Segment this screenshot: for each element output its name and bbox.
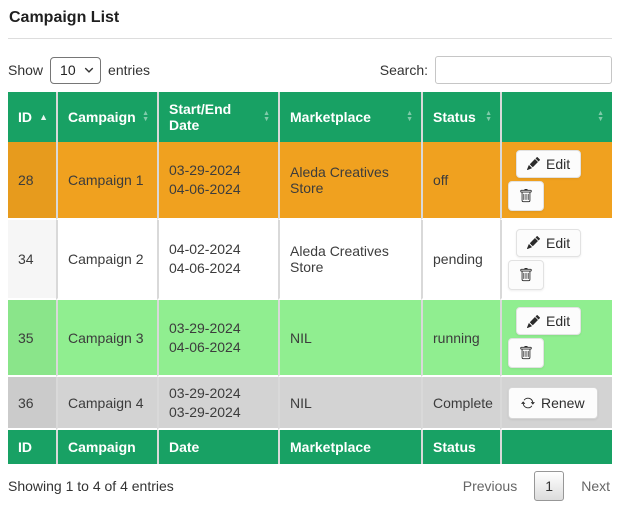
- trash-icon: [519, 267, 533, 282]
- show-label: Show: [8, 62, 44, 78]
- sort-both-icon: ▲ ▼: [263, 110, 270, 123]
- search-control: Search:: [380, 56, 612, 84]
- date-cell: 03-29-2024 03-29-2024: [157, 377, 278, 430]
- sort-both-icon: ▲ ▼: [142, 110, 149, 123]
- date-cell: 04-02-2024 04-06-2024: [157, 220, 278, 300]
- status-cell: running: [421, 300, 500, 377]
- column-header-marketplace[interactable]: Marketplace ▲ ▼: [278, 92, 421, 142]
- trash-icon: [519, 346, 533, 360]
- id-cell: 34: [8, 220, 56, 300]
- actions-cell: Edit: [500, 300, 612, 377]
- date-cell: 03-29-2024 04-06-2024: [157, 142, 278, 220]
- entries-label: entries: [108, 62, 151, 78]
- date-cell: 03-29-2024 04-06-2024: [157, 300, 278, 377]
- campaign-cell: Campaign 2: [56, 220, 157, 300]
- marketplace-cell: NIL: [278, 377, 421, 430]
- id-cell: 36: [8, 377, 56, 430]
- table-footer-row: ID Campaign Date Marketplace Status: [8, 430, 612, 464]
- column-header-campaign[interactable]: Campaign ▲ ▼: [56, 92, 157, 142]
- column-header-id[interactable]: ID ▲: [18, 109, 48, 125]
- campaign-row: 36 Campaign 4 03-29-2024 03-29-2024 NIL C…: [8, 377, 612, 430]
- page-length-control: Show 10 entries: [8, 56, 151, 84]
- table-controls: Show 10 entries Search:: [8, 56, 612, 84]
- edit-button[interactable]: Edit: [516, 228, 582, 257]
- search-label: Search:: [379, 62, 428, 78]
- page-title: Campaign List: [9, 9, 120, 26]
- status-cell: pending: [421, 220, 500, 300]
- actions-cell: Edit: [500, 142, 612, 220]
- status-cell: Complete: [421, 377, 500, 430]
- campaign-row: 34 Campaign 2 04-02-2024 04-06-2024 Aleda…: [8, 220, 612, 300]
- edit-button[interactable]: Edit: [516, 307, 582, 335]
- refresh-icon: [521, 396, 535, 410]
- marketplace-cell: Aleda Creatives Store: [278, 220, 421, 300]
- campaign-cell: Campaign 1: [56, 142, 157, 220]
- table-bottom-bar: Showing 1 to 4 of 4 entries Previous 1 N…: [8, 471, 612, 501]
- pagination: Previous 1 Next: [461, 471, 612, 501]
- delete-button[interactable]: [508, 259, 544, 290]
- sort-ascending-icon: ▲: [39, 111, 48, 122]
- delete-button[interactable]: [508, 180, 544, 211]
- pagination-page-1-button[interactable]: 1: [534, 471, 565, 501]
- id-cell: 35: [8, 300, 56, 377]
- sort-both-icon: ▲ ▼: [597, 110, 604, 123]
- page-length-select[interactable]: 10: [50, 56, 102, 84]
- pagination-previous-button[interactable]: Previous: [462, 478, 518, 494]
- actions-cell: Renew: [500, 377, 612, 430]
- footer-header-campaign: Campaign: [56, 430, 157, 464]
- pagination-next-button[interactable]: Next: [581, 478, 610, 494]
- sort-both-icon: ▲ ▼: [485, 110, 492, 123]
- table-header-row: ID ▲ Campaign ▲ ▼ Start/End Date ▲ ▼ Marke…: [8, 92, 612, 142]
- pencil-icon: [527, 236, 540, 249]
- pencil-icon: [527, 314, 540, 328]
- trash-icon: [519, 188, 533, 203]
- edit-button[interactable]: Edit: [516, 149, 582, 178]
- campaign-row: 28 Campaign 1 03-29-2024 04-06-2024 Aleda…: [8, 142, 612, 220]
- status-cell: off: [421, 142, 500, 220]
- footer-header-status: Status: [421, 430, 500, 464]
- column-header-actions[interactable]: ▲ ▼: [500, 92, 612, 142]
- id-cell: 28: [8, 142, 56, 220]
- pencil-icon: [527, 157, 540, 170]
- actions-cell: Edit: [500, 220, 612, 300]
- search-input[interactable]: [435, 56, 612, 84]
- delete-button[interactable]: [508, 338, 544, 368]
- table-info: Showing 1 to 4 of 4 entries: [8, 478, 174, 494]
- campaign-cell: Campaign 4: [56, 377, 157, 430]
- campaign-row: 35 Campaign 3 03-29-2024 04-06-2024 NIL r…: [8, 300, 612, 377]
- column-header-status[interactable]: Status ▲ ▼: [421, 92, 500, 142]
- footer-header-id: ID: [18, 439, 32, 455]
- marketplace-cell: NIL: [278, 300, 421, 377]
- footer-header-marketplace: Marketplace: [278, 430, 421, 464]
- column-header-start-end-date[interactable]: Start/End Date ▲ ▼: [157, 92, 278, 142]
- campaign-table: ID ▲ Campaign ▲ ▼ Start/End Date ▲ ▼ Marke…: [8, 92, 612, 464]
- footer-header-actions: [500, 430, 612, 464]
- campaign-cell: Campaign 3: [56, 300, 157, 377]
- marketplace-cell: Aleda Creatives Store: [278, 142, 421, 220]
- footer-header-date: Date: [157, 430, 278, 464]
- renew-button[interactable]: Renew: [508, 386, 598, 419]
- title-divider: [8, 38, 612, 39]
- sort-both-icon: ▲ ▼: [406, 110, 413, 123]
